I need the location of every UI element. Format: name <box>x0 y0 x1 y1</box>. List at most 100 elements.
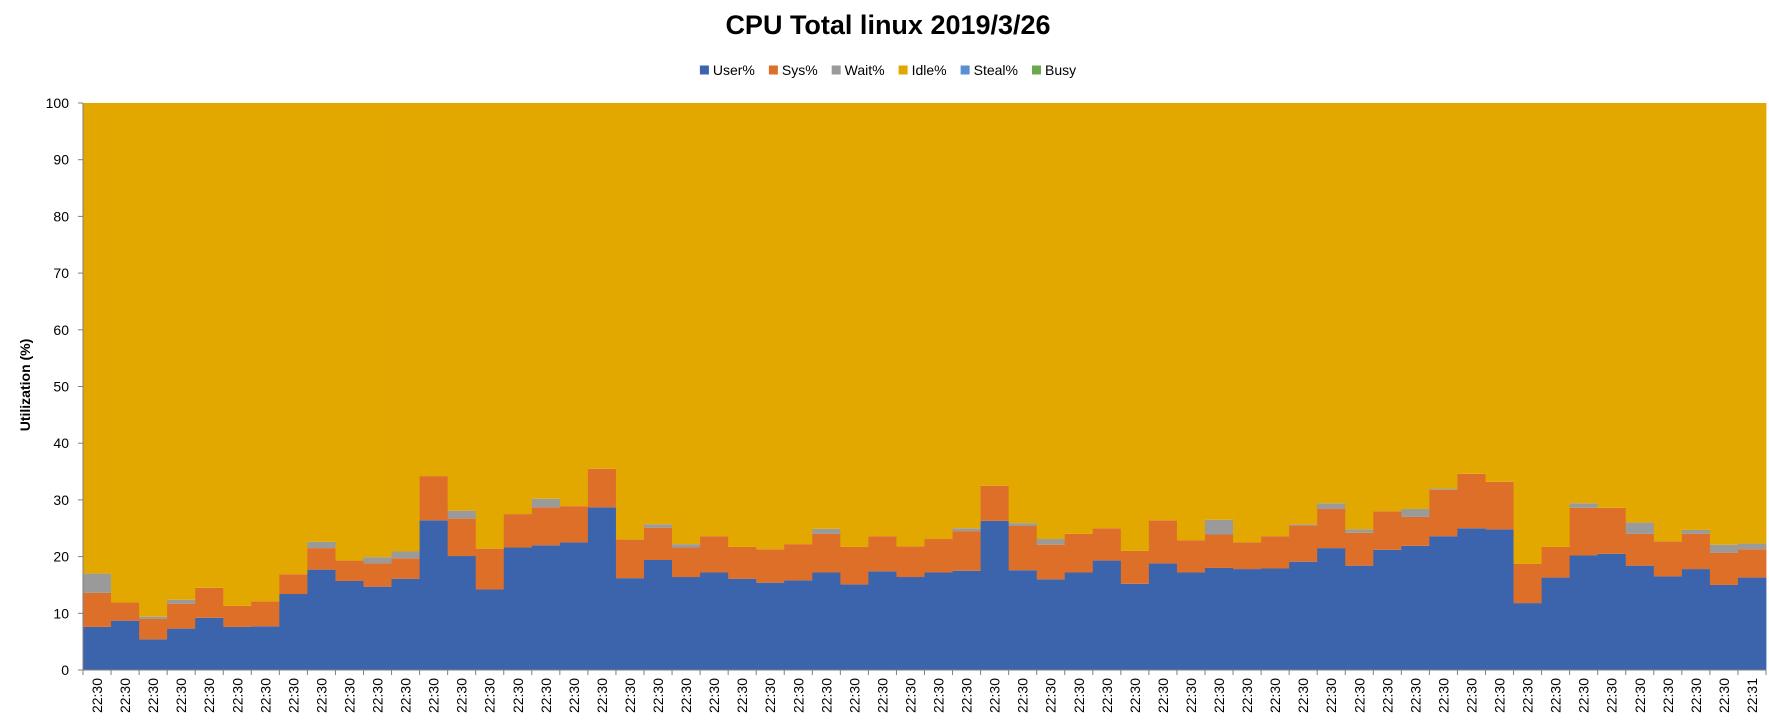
bar-segment-user <box>868 571 897 670</box>
bar-segment-user <box>391 578 420 670</box>
bar-segment-idle <box>644 103 673 525</box>
bar-segment-sys <box>1261 536 1290 569</box>
bar-segment-sys <box>335 560 364 581</box>
bar-segment-wait <box>1345 529 1374 533</box>
bar-segment-user <box>1373 549 1402 670</box>
bar-segment-sys <box>447 518 477 557</box>
x-tick-label: 22:30 <box>229 678 245 713</box>
bar-segment-wait <box>1429 488 1458 490</box>
bar-segment-sys <box>868 536 897 572</box>
bar-segment-idle <box>1036 103 1066 540</box>
bar-segment-idle <box>1541 103 1571 547</box>
bar-segment-idle <box>1261 103 1290 537</box>
bar-segment-idle <box>1709 103 1739 545</box>
bar-segment-idle <box>924 103 953 540</box>
bar-segment-wait <box>1036 539 1066 545</box>
bar-segment-idle <box>111 103 140 603</box>
legend-swatch <box>960 65 970 75</box>
bar-segment-idle <box>419 103 449 477</box>
bar-segment-wait <box>83 573 112 593</box>
y-tick-label: 0 <box>61 662 69 678</box>
x-tick-label: 22:30 <box>1716 678 1732 713</box>
bar-segment-sys <box>223 605 252 627</box>
x-tick-label: 22:30 <box>566 678 582 713</box>
bar-segment-user <box>83 626 112 670</box>
y-tick-label: 20 <box>53 549 69 565</box>
x-tick-label: 22:30 <box>1548 678 1564 713</box>
bar-segment-sys <box>1289 525 1318 562</box>
x-axis: 22:30 22:30 22:30 22:30 22:30 22:30 22:30 22:30… <box>82 669 1767 713</box>
bar-segment-sys <box>1541 546 1571 578</box>
bar-segment-sys <box>139 618 168 640</box>
bar-segment-idle <box>1429 103 1458 489</box>
bar-segment-sys <box>1597 507 1627 554</box>
bar-segment-sys <box>1457 473 1486 529</box>
bar-segment-sys <box>1064 533 1094 573</box>
bar-segment-wait <box>1569 503 1599 508</box>
bar-segment-idle <box>195 103 224 588</box>
x-tick-label: 22:30 <box>874 678 890 713</box>
bar-segment-idle <box>1064 103 1094 534</box>
bar-segment-idle <box>728 103 757 547</box>
bar-segment-sys <box>1008 525 1038 571</box>
bar-segment-sys <box>1120 550 1150 584</box>
x-tick-label: 22:30 <box>1520 678 1536 713</box>
bar-segment-idle <box>896 103 925 547</box>
bar-segment-sys <box>531 507 561 546</box>
bar-segment-wait <box>531 498 561 508</box>
legend-label: Busy <box>1045 62 1076 78</box>
bar-segment-wait <box>952 528 981 532</box>
x-tick-label: 22:30 <box>1632 678 1648 713</box>
plot-area <box>83 103 1767 670</box>
bar-segment-idle <box>1597 103 1627 508</box>
bar-segment-wait <box>1737 543 1767 550</box>
bar-segment-wait <box>167 599 196 604</box>
bar-segment-idle <box>1485 103 1514 482</box>
bar-segment-sys <box>195 587 224 618</box>
bar-segment-user <box>1401 545 1430 670</box>
bar-segment-sys <box>1653 541 1683 577</box>
legend-label: Sys% <box>782 62 818 78</box>
bar-segment-idle <box>615 103 645 540</box>
bar-segment-idle <box>363 103 392 558</box>
y-tick-label: 30 <box>53 492 69 508</box>
x-tick-label: 22:30 <box>931 678 947 713</box>
legend-item-steal: Steal% <box>960 62 1018 78</box>
x-tick-label: 22:30 <box>790 678 806 713</box>
legend-swatch <box>1031 65 1041 75</box>
x-tick-label: 22:30 <box>1155 678 1171 713</box>
bar-segment-user <box>1569 555 1599 670</box>
legend-label: Steal% <box>974 62 1018 78</box>
bar-segment-sys <box>1737 549 1767 578</box>
bar-segment-sys <box>1148 520 1178 564</box>
bar-segment-idle <box>391 103 420 552</box>
x-tick-label: 22:30 <box>1043 678 1059 713</box>
bar-segment-idle <box>1205 103 1234 520</box>
bar-segment-user <box>672 577 701 670</box>
bar-segment-idle <box>1681 103 1711 530</box>
bar-segment-wait <box>1008 523 1038 526</box>
bar-segment-user <box>1457 528 1486 670</box>
bar-segment-sys <box>812 533 841 573</box>
x-tick-label: 22:30 <box>538 678 554 713</box>
bar-segment-wait <box>307 541 336 549</box>
bar-segment-idle <box>447 103 477 511</box>
x-tick-label: 22:30 <box>426 678 442 713</box>
x-tick-label: 22:30 <box>1267 678 1283 713</box>
x-tick-label: 22:30 <box>678 678 694 713</box>
bar-segment-idle <box>83 103 112 574</box>
legend-swatch <box>699 65 709 75</box>
bar-segment-wait <box>672 544 701 548</box>
bar-segment-sys <box>503 514 533 548</box>
bar-segment-wait <box>1205 519 1234 535</box>
bar-segment-user <box>559 542 589 670</box>
bar-segment-user <box>756 582 785 670</box>
bar-segment-sys <box>83 592 112 627</box>
x-tick-label: 22:30 <box>594 678 610 713</box>
bar-segment-wait <box>1401 508 1430 517</box>
bar-segment-sys <box>1401 516 1430 546</box>
x-tick-label: 22:30 <box>987 678 1003 713</box>
bar-segment-user <box>1261 568 1290 670</box>
y-axis-label: Utilization (%) <box>17 339 33 432</box>
legend-label: User% <box>713 62 755 78</box>
